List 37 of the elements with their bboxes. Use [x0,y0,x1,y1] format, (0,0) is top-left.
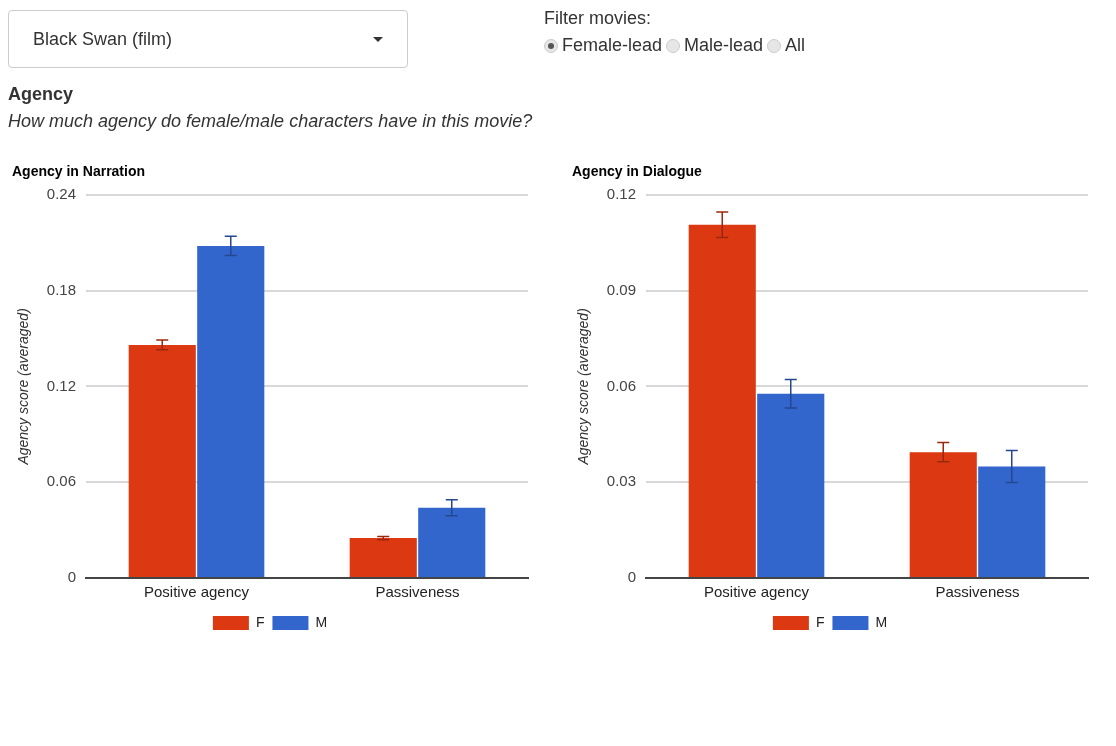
y-tick-label: 0 [67,568,76,586]
chart-title: Agency in Dialogue [572,163,703,180]
legend-label: M [315,613,328,630]
y-tick-label: 0.18 [46,280,76,298]
text: Agency [8,84,75,105]
text: Male-lead [684,35,764,56]
text: All [785,35,806,56]
y-tick-label: 0.03 [606,472,636,490]
x-tick-label: Positive agency [143,583,250,601]
bar [909,452,977,577]
bar [418,507,486,577]
bar [757,393,825,577]
bar [128,344,196,577]
x-tick-label: Positive agency [703,583,810,601]
y-tick-label: 0.24 [46,184,76,202]
y-tick-label: 0.06 [46,472,76,490]
text: Filter movies: [544,8,652,29]
x-tick-label: Passiveness [375,583,460,601]
y-axis-title: Agency score (averaged) [15,308,32,466]
bar [978,466,1046,577]
y-tick-label: 0.12 [46,376,76,394]
bar [688,224,756,577]
y-tick-label: 0.09 [606,280,636,298]
bar [197,245,265,577]
text: Female-lead [562,35,663,56]
legend-label: F [255,613,265,630]
dropdown-field: Black Swan (film) [8,10,408,68]
y-tick-label: 0.12 [606,184,636,202]
legend-label: F [815,613,825,630]
x-tick-label: Passiveness [935,583,1020,601]
bar [349,538,417,577]
y-axis-title: Agency score (averaged) [575,308,592,466]
legend-label: M [875,613,888,630]
y-tick-label: 0 [627,568,636,586]
chart-title: Agency in Narration [12,163,146,180]
text: How much agency do female/male characters have in this movie? [8,111,534,132]
y-tick-label: 0.06 [606,376,636,394]
